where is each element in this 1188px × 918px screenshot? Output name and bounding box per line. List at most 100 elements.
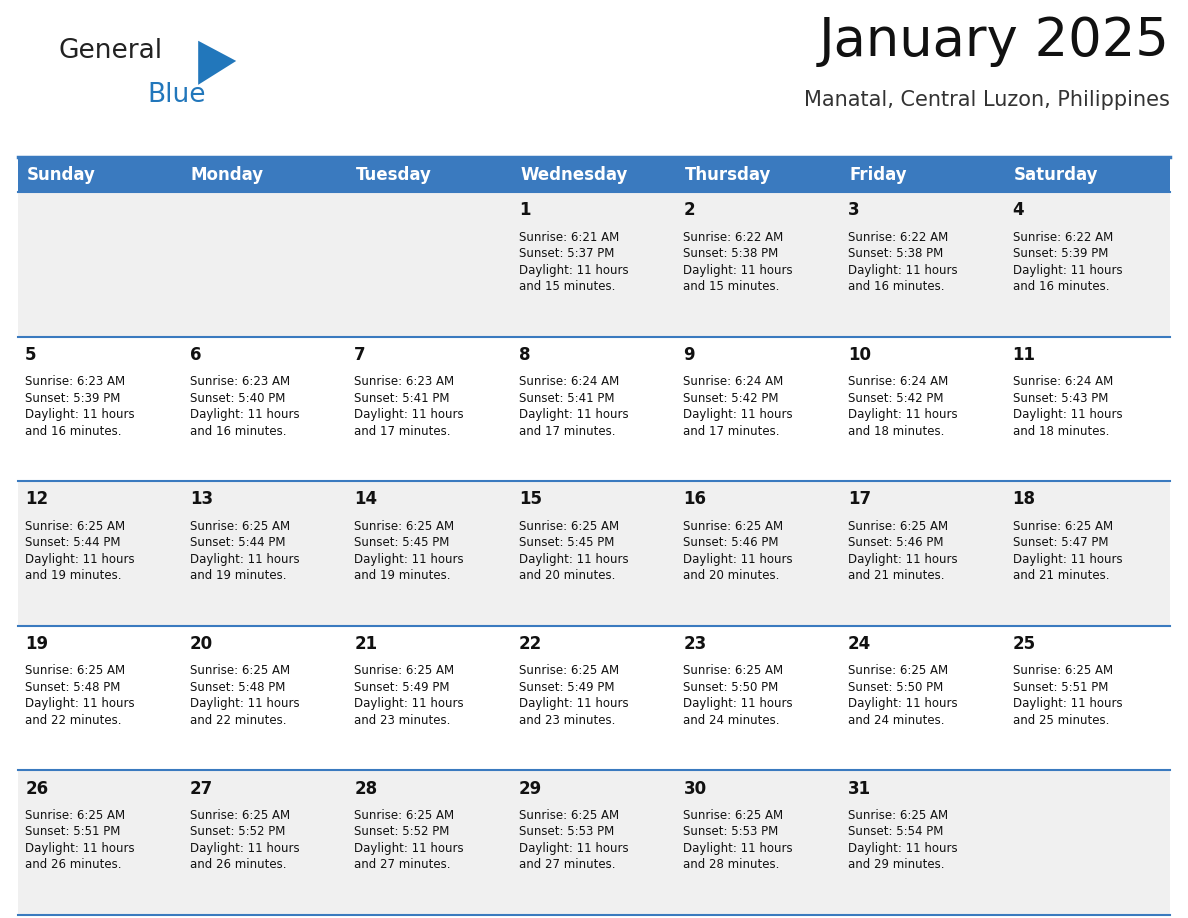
Text: Wednesday: Wednesday <box>520 165 627 184</box>
Text: and 19 minutes.: and 19 minutes. <box>190 569 286 582</box>
Text: 23: 23 <box>683 635 707 653</box>
Text: and 17 minutes.: and 17 minutes. <box>519 425 615 438</box>
Text: 27: 27 <box>190 779 213 798</box>
Text: Sunset: 5:40 PM: Sunset: 5:40 PM <box>190 392 285 405</box>
Text: 2: 2 <box>683 201 695 219</box>
Text: Sunrise: 6:25 AM: Sunrise: 6:25 AM <box>848 809 948 822</box>
Text: and 21 minutes.: and 21 minutes. <box>848 569 944 582</box>
Text: Sunset: 5:49 PM: Sunset: 5:49 PM <box>519 681 614 694</box>
Text: and 16 minutes.: and 16 minutes. <box>25 425 121 438</box>
Text: Sunrise: 6:24 AM: Sunrise: 6:24 AM <box>683 375 784 388</box>
Text: 31: 31 <box>848 779 871 798</box>
Text: 9: 9 <box>683 346 695 364</box>
Text: 22: 22 <box>519 635 542 653</box>
Bar <box>18 192 1170 337</box>
Text: Sunrise: 6:25 AM: Sunrise: 6:25 AM <box>519 665 619 677</box>
Text: Monday: Monday <box>191 165 264 184</box>
Text: 18: 18 <box>1012 490 1036 509</box>
Text: and 21 minutes.: and 21 minutes. <box>1012 569 1110 582</box>
Text: Sunrise: 6:25 AM: Sunrise: 6:25 AM <box>1012 665 1113 677</box>
Text: Daylight: 11 hours: Daylight: 11 hours <box>848 842 958 855</box>
Text: 8: 8 <box>519 346 530 364</box>
Text: and 25 minutes.: and 25 minutes. <box>1012 714 1108 727</box>
Bar <box>18 481 1170 626</box>
Text: Daylight: 11 hours: Daylight: 11 hours <box>1012 698 1123 711</box>
Text: Sunrise: 6:25 AM: Sunrise: 6:25 AM <box>25 809 125 822</box>
Text: 17: 17 <box>848 490 871 509</box>
Text: Sunset: 5:48 PM: Sunset: 5:48 PM <box>25 681 120 694</box>
Text: Sunset: 5:53 PM: Sunset: 5:53 PM <box>683 825 778 838</box>
Text: Daylight: 11 hours: Daylight: 11 hours <box>354 698 463 711</box>
Text: Daylight: 11 hours: Daylight: 11 hours <box>519 553 628 565</box>
Text: Sunrise: 6:25 AM: Sunrise: 6:25 AM <box>190 520 290 532</box>
Bar <box>18 770 1170 915</box>
Text: and 16 minutes.: and 16 minutes. <box>190 425 286 438</box>
Text: 15: 15 <box>519 490 542 509</box>
Text: 12: 12 <box>25 490 49 509</box>
Text: Sunrise: 6:25 AM: Sunrise: 6:25 AM <box>683 665 784 677</box>
Bar <box>18 337 1170 481</box>
Text: 13: 13 <box>190 490 213 509</box>
Text: and 27 minutes.: and 27 minutes. <box>519 858 615 871</box>
Text: Daylight: 11 hours: Daylight: 11 hours <box>354 553 463 565</box>
Text: Daylight: 11 hours: Daylight: 11 hours <box>683 842 794 855</box>
Text: Sunrise: 6:25 AM: Sunrise: 6:25 AM <box>25 520 125 532</box>
Text: Sunrise: 6:24 AM: Sunrise: 6:24 AM <box>519 375 619 388</box>
Text: Sunset: 5:44 PM: Sunset: 5:44 PM <box>25 536 121 549</box>
Text: Sunrise: 6:25 AM: Sunrise: 6:25 AM <box>848 665 948 677</box>
Text: 1: 1 <box>519 201 530 219</box>
Text: Daylight: 11 hours: Daylight: 11 hours <box>1012 409 1123 421</box>
Text: Daylight: 11 hours: Daylight: 11 hours <box>683 263 794 276</box>
Text: Tuesday: Tuesday <box>355 165 431 184</box>
Text: Sunrise: 6:21 AM: Sunrise: 6:21 AM <box>519 230 619 243</box>
Text: Sunrise: 6:25 AM: Sunrise: 6:25 AM <box>190 809 290 822</box>
Text: 20: 20 <box>190 635 213 653</box>
Text: Daylight: 11 hours: Daylight: 11 hours <box>25 842 134 855</box>
Text: Sunrise: 6:25 AM: Sunrise: 6:25 AM <box>519 809 619 822</box>
Text: Daylight: 11 hours: Daylight: 11 hours <box>25 409 134 421</box>
Text: and 20 minutes.: and 20 minutes. <box>519 569 615 582</box>
Text: Blue: Blue <box>147 82 206 108</box>
Text: and 15 minutes.: and 15 minutes. <box>519 280 615 293</box>
Text: Sunrise: 6:25 AM: Sunrise: 6:25 AM <box>190 665 290 677</box>
Text: 24: 24 <box>848 635 871 653</box>
Text: Sunset: 5:53 PM: Sunset: 5:53 PM <box>519 825 614 838</box>
Text: Sunrise: 6:25 AM: Sunrise: 6:25 AM <box>848 520 948 532</box>
Text: Sunset: 5:44 PM: Sunset: 5:44 PM <box>190 536 285 549</box>
Text: Sunset: 5:46 PM: Sunset: 5:46 PM <box>848 536 943 549</box>
Text: Daylight: 11 hours: Daylight: 11 hours <box>190 698 299 711</box>
Text: Daylight: 11 hours: Daylight: 11 hours <box>25 698 134 711</box>
Text: Sunset: 5:48 PM: Sunset: 5:48 PM <box>190 681 285 694</box>
Text: Sunrise: 6:24 AM: Sunrise: 6:24 AM <box>848 375 948 388</box>
Text: Sunset: 5:42 PM: Sunset: 5:42 PM <box>683 392 779 405</box>
Text: and 24 minutes.: and 24 minutes. <box>683 714 779 727</box>
Text: 29: 29 <box>519 779 542 798</box>
Text: and 29 minutes.: and 29 minutes. <box>848 858 944 871</box>
Text: and 17 minutes.: and 17 minutes. <box>354 425 450 438</box>
Text: Daylight: 11 hours: Daylight: 11 hours <box>354 409 463 421</box>
Text: Daylight: 11 hours: Daylight: 11 hours <box>848 553 958 565</box>
Text: 10: 10 <box>848 346 871 364</box>
Text: 3: 3 <box>848 201 860 219</box>
Text: and 22 minutes.: and 22 minutes. <box>190 714 286 727</box>
Text: 19: 19 <box>25 635 49 653</box>
Text: and 28 minutes.: and 28 minutes. <box>683 858 779 871</box>
Text: Sunset: 5:41 PM: Sunset: 5:41 PM <box>354 392 450 405</box>
Text: 5: 5 <box>25 346 37 364</box>
Text: Daylight: 11 hours: Daylight: 11 hours <box>519 409 628 421</box>
Text: Sunrise: 6:23 AM: Sunrise: 6:23 AM <box>25 375 125 388</box>
Text: Daylight: 11 hours: Daylight: 11 hours <box>1012 263 1123 276</box>
Text: Sunrise: 6:25 AM: Sunrise: 6:25 AM <box>1012 520 1113 532</box>
Text: Sunrise: 6:25 AM: Sunrise: 6:25 AM <box>354 809 454 822</box>
Text: and 24 minutes.: and 24 minutes. <box>848 714 944 727</box>
Text: Thursday: Thursday <box>684 165 771 184</box>
Bar <box>18 157 1170 192</box>
Text: Sunset: 5:52 PM: Sunset: 5:52 PM <box>190 825 285 838</box>
Text: Sunrise: 6:25 AM: Sunrise: 6:25 AM <box>519 520 619 532</box>
Text: Sunset: 5:50 PM: Sunset: 5:50 PM <box>683 681 778 694</box>
Text: Daylight: 11 hours: Daylight: 11 hours <box>519 698 628 711</box>
Text: Sunset: 5:52 PM: Sunset: 5:52 PM <box>354 825 449 838</box>
Text: Sunset: 5:51 PM: Sunset: 5:51 PM <box>1012 681 1108 694</box>
Text: Daylight: 11 hours: Daylight: 11 hours <box>848 263 958 276</box>
Text: Sunset: 5:39 PM: Sunset: 5:39 PM <box>1012 247 1108 260</box>
